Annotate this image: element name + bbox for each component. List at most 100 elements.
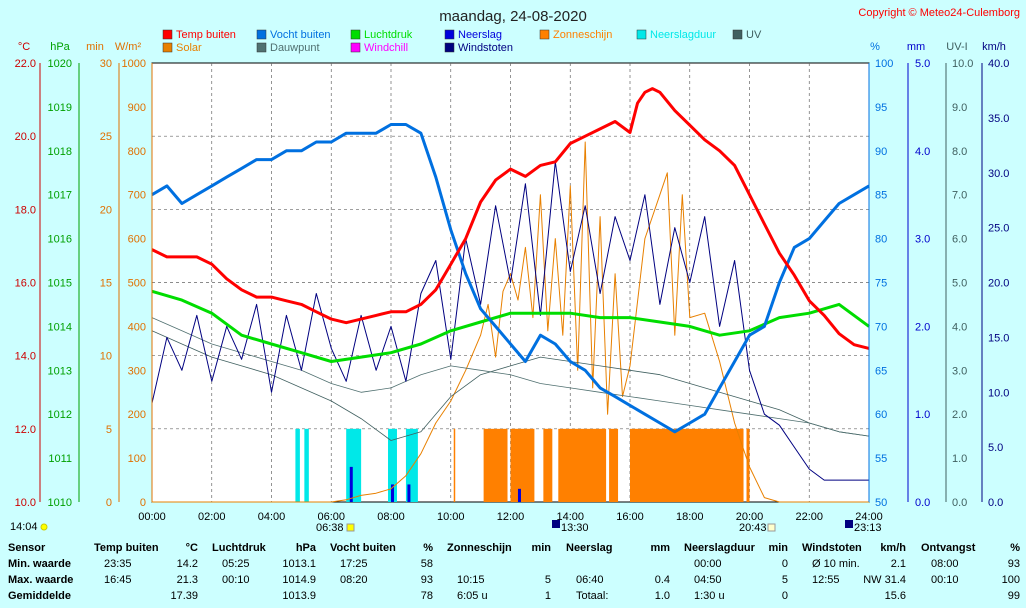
pressure-tick-label: 1015 — [48, 278, 72, 290]
humidity-tick-label: 65 — [875, 365, 887, 377]
temp-tick-label: 16.0 — [15, 278, 36, 290]
stats-header-title: Vocht buiten — [330, 542, 396, 554]
solar-line — [152, 141, 869, 503]
temp-line — [151, 87, 870, 350]
uv-tick-label: 4.0 — [952, 321, 967, 333]
x-tick-label: 18:00 — [676, 511, 704, 523]
left-unit-label: °C — [18, 41, 30, 53]
legend-label: Luchtdruk — [364, 29, 413, 41]
sunset-icon — [767, 523, 776, 532]
stats-header-title: Ontvangst — [921, 542, 976, 554]
temp-tick-label: 10.0 — [15, 497, 36, 509]
solar-tick-label: 300 — [128, 365, 146, 377]
stats-header-title: Sensor — [8, 542, 46, 554]
legend-label: Solar — [176, 42, 202, 54]
uv-tick-label: 3.0 — [952, 365, 967, 377]
stats-row-label: Max. waarde — [8, 574, 74, 586]
stats-value: 1014.9 — [282, 574, 316, 586]
stats-time: 6:05 u — [457, 590, 488, 602]
uv-tick-label: 7.0 — [952, 190, 967, 202]
stats-table: Sensor Temp buiten °C Luchtdruk hPa Vocht bui… — [0, 540, 1026, 608]
pressure-tick-label: 1013 — [48, 365, 72, 377]
humidity-tick-label: 70 — [875, 321, 887, 333]
humidity-tick-label: 55 — [875, 453, 887, 465]
legend-label: Neerslag — [458, 29, 502, 41]
stats-time: 00:00 — [694, 558, 722, 570]
minutes-tick-label: 0 — [106, 497, 112, 509]
legend-label: Neerslagduur — [650, 29, 716, 41]
legend-label: Dauwpunt — [270, 42, 320, 54]
moonset-icon — [845, 520, 853, 528]
stats-time: Totaal: — [576, 590, 609, 602]
solar-tick-label: 800 — [128, 146, 146, 158]
stats-time: 17:25 — [340, 558, 368, 570]
humidity-tick-label: 80 — [875, 234, 887, 246]
stats-header-unit: % — [423, 542, 433, 554]
rain-tick-label: 3.0 — [915, 234, 930, 246]
solar-tick-label: 400 — [128, 321, 146, 333]
wind-tick-label: 10.0 — [988, 387, 1009, 399]
stats-header-title: Neerslag — [566, 542, 613, 554]
sunshine-bar — [453, 428, 456, 502]
pressure-tick-label: 1011 — [48, 453, 72, 465]
stats-header-title: Temp buiten — [94, 542, 159, 554]
minutes-tick-label: 30 — [100, 58, 112, 70]
stats-value: 14.2 — [176, 558, 198, 570]
temp-tick-label: 22.0 — [15, 58, 36, 70]
minutes-tick-label: 5 — [106, 424, 112, 436]
sunshine-bar — [558, 428, 607, 502]
sunshine-bar — [483, 428, 508, 502]
solar-tick-label: 500 — [128, 278, 146, 290]
sunshine-bar — [510, 428, 535, 502]
uv-tick-label: 6.0 — [952, 234, 967, 246]
right-unit-label: % — [870, 41, 880, 53]
stats-value: 99 — [1007, 590, 1020, 602]
x-tick-label: 16:00 — [616, 511, 644, 523]
stats-value: 0 — [781, 590, 788, 602]
x-tick-label: 02:00 — [198, 511, 226, 523]
stats-value: 21.3 — [176, 574, 198, 586]
pressure-tick-label: 1010 — [48, 497, 72, 509]
stats-row-label: Gemiddelde — [8, 590, 71, 602]
stats-row-label: Min. waarde — [8, 558, 71, 570]
grid — [152, 63, 869, 502]
bar-series — [295, 428, 750, 502]
uv-tick-label: 1.0 — [952, 453, 967, 465]
left-unit-label: hPa — [50, 41, 70, 53]
humidity-tick-label: 95 — [875, 102, 887, 114]
stats-value: 5 — [544, 574, 551, 586]
legend-swatch — [636, 29, 647, 40]
stats-value: 1.0 — [654, 590, 670, 602]
uv-tick-label: 9.0 — [952, 102, 967, 114]
rain-duration-bar — [295, 428, 300, 502]
stats-value: 0 — [781, 558, 788, 570]
left-unit-label: min — [86, 41, 104, 53]
legend-label: Zonneschijn — [553, 29, 612, 41]
temp-tick-label: 20.0 — [15, 131, 36, 143]
legend-label: Vocht buiten — [270, 29, 331, 41]
sunrise-label: 06:38 — [316, 522, 344, 534]
line-series — [151, 87, 870, 503]
stats-value: 100 — [1001, 574, 1020, 586]
pressure-tick-label: 1019 — [48, 102, 72, 114]
x-tick-label: 14:00 — [556, 511, 584, 523]
legend-swatch — [162, 29, 173, 40]
uv-tick-label: 8.0 — [952, 146, 967, 158]
right-unit-label: km/h — [982, 41, 1006, 53]
rain-bar — [390, 484, 394, 502]
uv-tick-label: 0.0 — [952, 497, 967, 509]
rain-tick-label: 0.0 — [915, 497, 930, 509]
x-tick-label: 20:00 — [736, 511, 764, 523]
stats-value: 2.1 — [890, 558, 906, 570]
stats-time: 06:40 — [576, 574, 604, 586]
uv-line — [151, 330, 870, 441]
copyright-label: Copyright © Meteo24-Culemborg — [858, 7, 1020, 19]
rain-tick-label: 2.0 — [915, 321, 930, 333]
stats-value: 0.4 — [654, 574, 670, 586]
rain-tick-label: 5.0 — [915, 58, 930, 70]
stats-row-min: Min. waarde 23:35 14.2 05:25 1013.1 17:25 58 00… — [0, 558, 1026, 574]
sun-moon-labels: 14:04 06:38 13:30 20:43 23:13 — [10, 520, 882, 534]
stats-time: 16:45 — [104, 574, 132, 586]
wind-tick-label: 35.0 — [988, 113, 1009, 125]
left-unit-label: W/m² — [115, 41, 142, 53]
